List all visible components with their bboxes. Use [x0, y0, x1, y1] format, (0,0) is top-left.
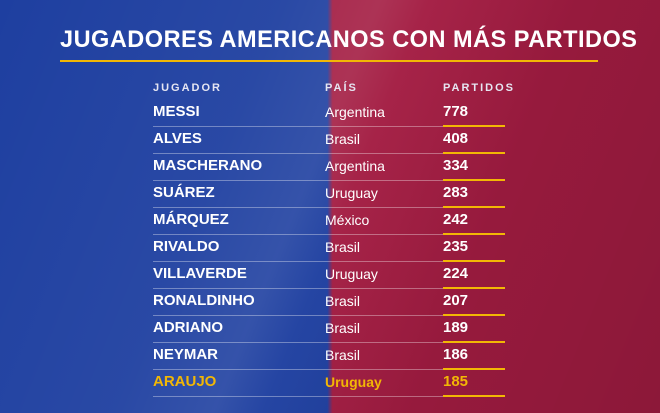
- player-country: México: [325, 208, 443, 235]
- player-matches: 185: [443, 370, 505, 397]
- player-name: ARAUJO: [153, 370, 325, 397]
- table-header-row: JUGADOR PAÍS PARTIDOS: [153, 82, 525, 100]
- player-matches: 778: [443, 100, 505, 127]
- player-name: ADRIANO: [153, 316, 325, 343]
- player-matches: 235: [443, 235, 505, 262]
- player-name: MÁRQUEZ: [153, 208, 325, 235]
- table-body: MESSI Argentina 778 ALVES Brasil 408 MAS…: [153, 100, 525, 397]
- player-country: Argentina: [325, 100, 443, 127]
- player-country: Brasil: [325, 235, 443, 262]
- header-pais: PAÍS: [325, 82, 358, 94]
- player-country: Argentina: [325, 154, 443, 181]
- player-country: Brasil: [325, 343, 443, 370]
- player-matches: 207: [443, 289, 505, 316]
- title-underline: [60, 60, 598, 62]
- table-row: ARAUJO Uruguay 185: [153, 370, 525, 397]
- players-table: JUGADOR PAÍS PARTIDOS MESSI Argentina 77…: [153, 82, 525, 397]
- table-row: RIVALDO Brasil 235: [153, 235, 525, 262]
- table-row: MASCHERANO Argentina 334: [153, 154, 525, 181]
- page-title: JUGADORES AMERICANOS CON MÁS PARTIDOS: [60, 26, 638, 53]
- player-name: MASCHERANO: [153, 154, 325, 181]
- table-row: RONALDINHO Brasil 207: [153, 289, 525, 316]
- table-row: SUÁREZ Uruguay 283: [153, 181, 525, 208]
- player-matches: 242: [443, 208, 505, 235]
- table-row: NEYMAR Brasil 186: [153, 343, 525, 370]
- player-name: NEYMAR: [153, 343, 325, 370]
- header-jugador: JUGADOR: [153, 82, 223, 94]
- player-name: ALVES: [153, 127, 325, 154]
- table-row: MESSI Argentina 778: [153, 100, 525, 127]
- player-country: Uruguay: [325, 370, 443, 397]
- player-country: Uruguay: [325, 181, 443, 208]
- player-name: SUÁREZ: [153, 181, 325, 208]
- player-matches: 186: [443, 343, 505, 370]
- player-country: Uruguay: [325, 262, 443, 289]
- player-matches: 224: [443, 262, 505, 289]
- player-matches: 283: [443, 181, 505, 208]
- table-row: VILLAVERDE Uruguay 224: [153, 262, 525, 289]
- player-country: Brasil: [325, 316, 443, 343]
- player-name: MESSI: [153, 100, 325, 127]
- table-row: ADRIANO Brasil 189: [153, 316, 525, 343]
- player-name: RIVALDO: [153, 235, 325, 262]
- table-row: ALVES Brasil 408: [153, 127, 525, 154]
- player-matches: 408: [443, 127, 505, 154]
- player-country: Brasil: [325, 127, 443, 154]
- player-name: VILLAVERDE: [153, 262, 325, 289]
- player-matches: 189: [443, 316, 505, 343]
- header-partidos: PARTIDOS: [443, 82, 516, 94]
- player-country: Brasil: [325, 289, 443, 316]
- player-matches: 334: [443, 154, 505, 181]
- player-name: RONALDINHO: [153, 289, 325, 316]
- table-row: MÁRQUEZ México 242: [153, 208, 525, 235]
